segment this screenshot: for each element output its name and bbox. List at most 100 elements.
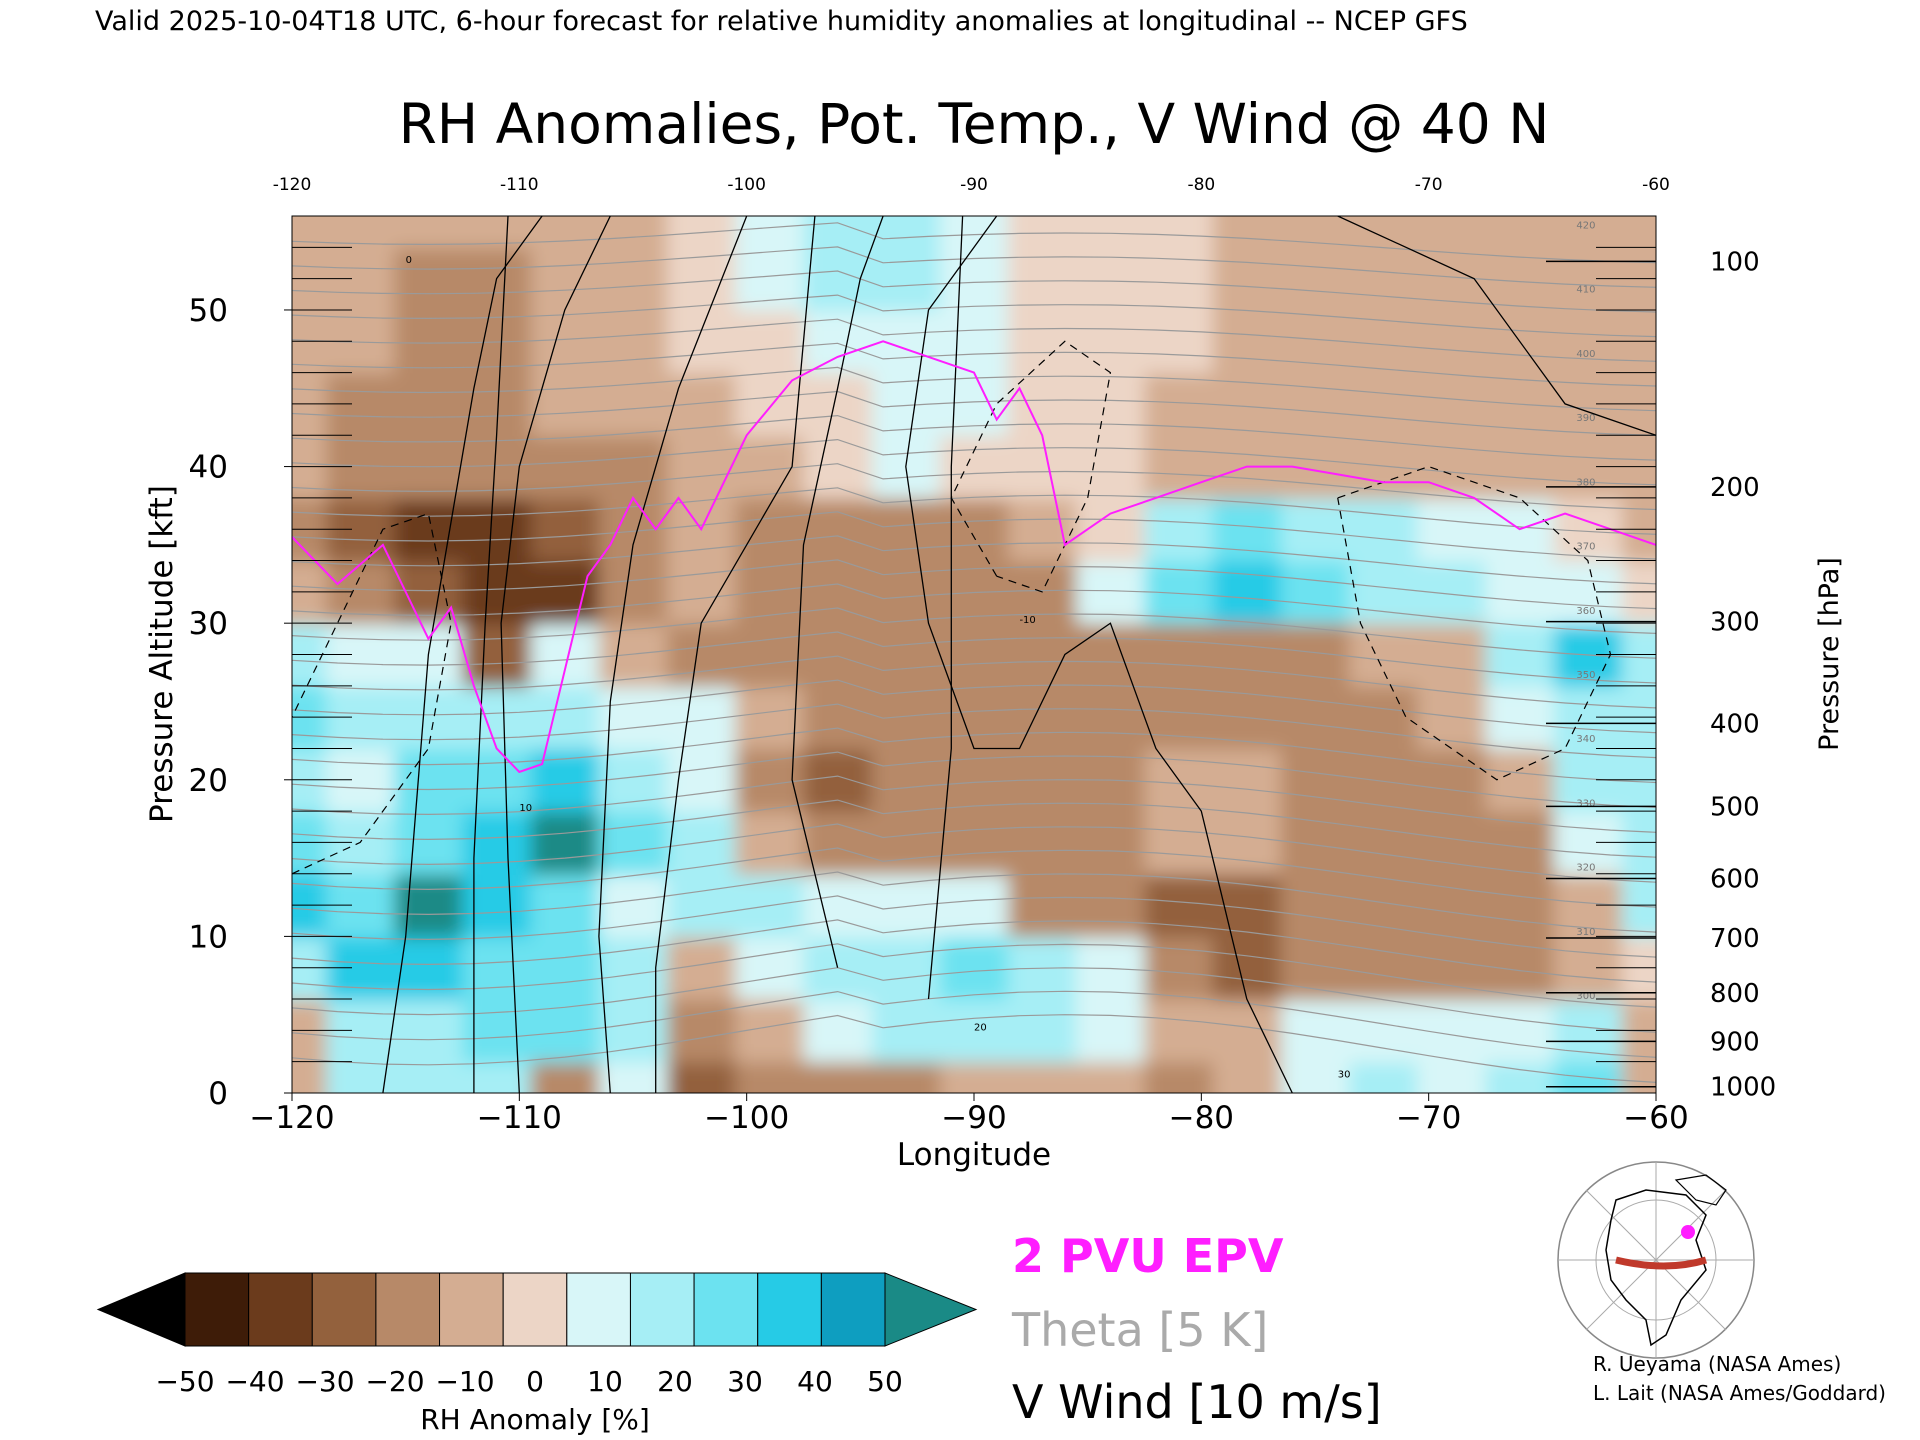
rh-cell	[1417, 216, 1487, 249]
rh-cell	[1144, 309, 1214, 374]
rh-cell	[1621, 560, 1656, 625]
rh-cell	[871, 623, 941, 687]
rh-cell	[326, 748, 396, 813]
rh-cell	[1144, 811, 1214, 875]
rh-cell	[530, 999, 600, 1063]
rh-cell	[530, 748, 600, 813]
rh-cell	[667, 309, 737, 374]
v-wind-contour-negative	[950, 340, 1112, 593]
rh-cell	[1144, 873, 1214, 938]
rh-cell	[735, 748, 805, 813]
rh-cell	[598, 372, 669, 437]
rh-cell	[1008, 435, 1078, 499]
rh-cell	[1076, 560, 1146, 625]
rh-cell	[1144, 435, 1214, 499]
theta-isentrope	[292, 775, 1656, 833]
v-wind-contour	[598, 216, 748, 1093]
rh-cell	[1349, 873, 1419, 938]
rh-cell	[1008, 216, 1078, 249]
rh-cell	[1076, 216, 1146, 249]
rh-cell	[1008, 873, 1078, 938]
pressure-tick-label: 500	[1710, 792, 1760, 822]
rh-cell	[1280, 999, 1351, 1063]
rh-cell	[1485, 560, 1555, 625]
rh-cell	[462, 435, 532, 499]
rh-cell	[1553, 936, 1623, 1001]
rh-cell	[462, 811, 532, 875]
colorbar-swatch	[502, 1272, 568, 1347]
rh-cell	[667, 560, 737, 625]
rh-cell	[462, 748, 532, 813]
theta-isentrope	[292, 703, 1656, 759]
rh-cell	[1008, 623, 1078, 687]
rh-cell	[1349, 811, 1419, 875]
rh-cell	[1144, 685, 1214, 750]
rh-cell	[292, 560, 328, 625]
rh-cell	[1417, 1061, 1487, 1093]
rh-cell	[1212, 1061, 1282, 1093]
rh-cell	[1349, 999, 1419, 1063]
theta-isentrope	[292, 487, 1656, 535]
rh-cell	[394, 999, 464, 1063]
v-wind-label: 0	[406, 255, 412, 266]
rh-cell	[394, 216, 464, 249]
rh-cell	[1280, 372, 1351, 437]
rh-cell	[326, 936, 396, 1001]
rh-cell	[530, 685, 600, 750]
rh-cell	[1144, 936, 1214, 1001]
rh-cell	[1280, 873, 1351, 938]
colorbar-swatch	[184, 1272, 250, 1347]
theta-isentrope	[292, 799, 1656, 858]
x-axis: −120 −110 −100 −90 −80 −70 −60	[249, 1093, 1689, 1136]
colorbar-tick-label: 20	[657, 1365, 693, 1398]
rh-cell	[598, 873, 669, 938]
rh-cell	[735, 497, 805, 562]
rh-cell	[1144, 497, 1214, 562]
rh-cell	[871, 247, 941, 311]
theta-isentrope	[292, 318, 1656, 362]
rh-cell	[667, 372, 737, 437]
y-tick-label: 10	[189, 919, 228, 955]
rh-cell	[1280, 685, 1351, 750]
rh-cell	[1485, 435, 1555, 499]
rh-cell	[1553, 560, 1623, 625]
rh-cell	[1212, 247, 1282, 311]
rh-cell	[1485, 685, 1555, 750]
rh-cell	[1417, 497, 1487, 562]
theta-isentrope	[292, 535, 1656, 585]
top-tick-label: -90	[960, 175, 988, 195]
colorbar-under-arrow	[96, 1272, 186, 1347]
rh-cell	[1349, 936, 1419, 1001]
v-wind-contour	[500, 216, 611, 1093]
pressure-tick-label: 800	[1710, 979, 1760, 1009]
rh-cell	[803, 623, 873, 687]
theta-isentrope	[292, 751, 1656, 808]
rh-cell	[1349, 748, 1419, 813]
rh-cell	[530, 936, 600, 1001]
theta-isentrope	[292, 943, 1656, 1008]
rh-cell	[1417, 873, 1487, 938]
rh-cell	[292, 216, 328, 249]
rh-cell	[735, 216, 805, 249]
rh-cell	[1008, 497, 1078, 562]
rh-cell	[394, 497, 464, 562]
colorbar-tick-label: −30	[295, 1365, 354, 1398]
colorbar-label: RH Anomaly [%]	[420, 1403, 650, 1436]
v-wind-contour-negative	[292, 512, 452, 875]
rh-cell	[1417, 748, 1487, 813]
rh-cell	[667, 748, 737, 813]
theta-isentrope	[292, 823, 1656, 883]
rh-cell	[1280, 811, 1351, 875]
v-wind-contour	[927, 216, 964, 1000]
theta-label: 360	[1576, 606, 1595, 617]
rh-cell	[667, 1061, 737, 1093]
rh-cell	[803, 685, 873, 750]
theta-label: 400	[1576, 349, 1595, 360]
theta-isentrope	[292, 390, 1656, 436]
rh-cell	[871, 873, 941, 938]
rh-cell	[1144, 999, 1214, 1063]
top-tick-label: -70	[1415, 175, 1443, 195]
rh-cell	[735, 811, 805, 875]
rh-cell	[1621, 936, 1656, 1001]
x-tick-label: −110	[477, 1100, 562, 1136]
